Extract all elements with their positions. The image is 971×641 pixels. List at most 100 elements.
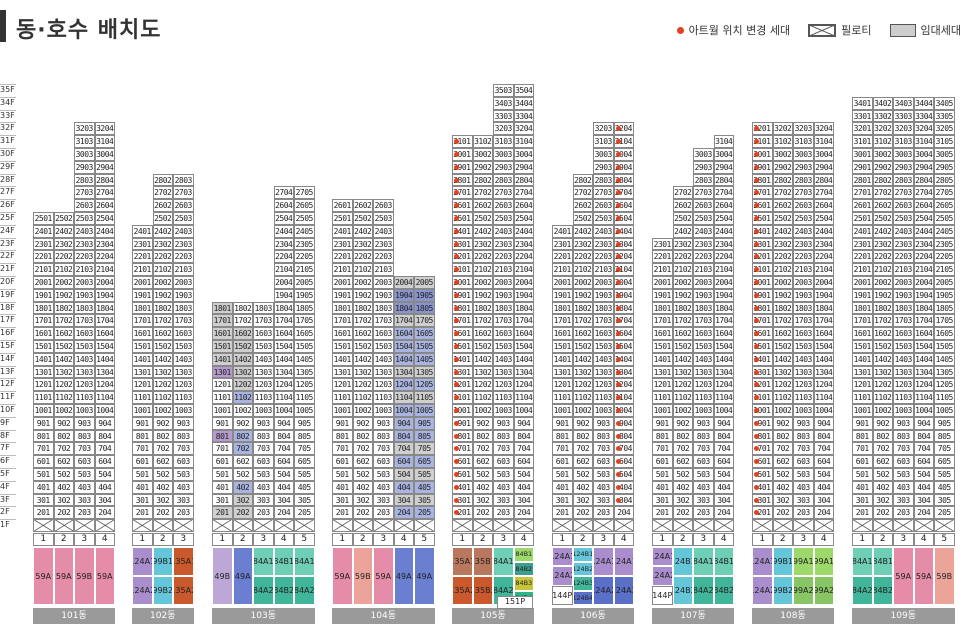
unit-cell[interactable]: 1904 [94,288,115,302]
unit-cell[interactable]: 2703 [893,186,914,200]
unit-cell[interactable]: 1205 [934,378,955,392]
unit-cell[interactable]: 703 [173,442,194,456]
unit-cell[interactable]: 2703 [793,186,814,200]
unit-cell[interactable]: 901 [552,416,573,430]
unit-cell[interactable]: 3303 [893,109,914,123]
unit-cell[interactable]: 204 [94,506,115,520]
unit-cell[interactable]: 3404 [513,96,534,110]
unit-cell[interactable]: 1504 [513,340,534,353]
unit-cell[interactable]: 2104 [713,263,734,276]
unit-cell[interactable]: 2403 [173,224,194,238]
unit-cell[interactable]: 2102 [152,263,173,276]
unit-cell[interactable]: 1703 [793,314,814,328]
unit-cell[interactable]: 1303 [173,365,194,379]
unit-cell[interactable]: 1705 [414,314,435,328]
unit-cell[interactable]: 504 [393,468,414,481]
unit-cell[interactable]: 2401 [33,224,54,238]
unit-cell[interactable]: 703 [493,442,514,456]
unit-cell[interactable]: 1905 [294,288,315,302]
unit-cell[interactable]: 2101 [132,263,153,276]
unit-cell[interactable]: 2604 [813,199,834,212]
unit-cell[interactable]: 2704 [613,186,634,200]
unit-cell[interactable]: 3002 [472,148,493,161]
unit-cell[interactable]: 701 [552,442,573,456]
unit-cell[interactable]: 1202 [53,378,74,392]
unit-cell[interactable]: 2803 [74,173,95,187]
unit-cell[interactable]: 2103 [173,263,194,276]
unit-cell[interactable]: 2804 [613,173,634,187]
unit-cell[interactable]: 501 [652,468,673,481]
unit-cell[interactable]: 905 [934,416,955,430]
unit-cell[interactable]: 1504 [813,340,834,353]
unit-cell[interactable]: 502 [232,468,253,481]
unit-cell[interactable]: 3104 [613,135,634,148]
unit-cell[interactable]: 3004 [813,148,834,161]
unit-cell[interactable]: 501 [752,468,773,481]
unit-cell[interactable]: 2403 [693,224,714,238]
unit-cell[interactable]: 1604 [813,327,834,340]
unit-cell[interactable]: 3405 [934,96,955,110]
unit-cell[interactable]: 1705 [934,314,955,328]
unit-cell[interactable]: 2102 [772,263,793,276]
unit-cell[interactable]: 301 [552,493,573,507]
unit-cell[interactable]: 1303 [893,365,914,379]
unit-cell[interactable]: 504 [613,468,634,481]
unit-cell[interactable]: 1604 [94,327,115,340]
unit-cell[interactable]: 1403 [373,352,394,366]
unit-cell[interactable]: 402 [472,480,493,494]
unit-cell[interactable]: 2804 [913,173,934,187]
unit-cell[interactable]: 2401 [452,224,473,238]
unit-cell[interactable]: 903 [693,416,714,430]
unit-cell[interactable]: 701 [332,442,353,456]
unit-cell[interactable]: 2005 [414,276,435,289]
unit-cell[interactable]: 1404 [713,352,734,366]
unit-cell[interactable]: 1704 [94,314,115,328]
unit-cell[interactable]: 2705 [934,186,955,200]
unit-cell[interactable]: 702 [872,442,893,456]
unit-cell[interactable]: 2705 [294,186,315,200]
unit-cell[interactable]: 2604 [94,199,115,212]
unit-cell[interactable]: 3001 [852,148,873,161]
unit-cell[interactable]: 901 [452,416,473,430]
unit-cell[interactable]: 2004 [713,276,734,289]
unit-cell[interactable]: 2402 [152,224,173,238]
unit-cell[interactable]: 703 [893,442,914,456]
unit-cell[interactable]: 2603 [173,199,194,212]
unit-cell[interactable]: 401 [332,480,353,494]
unit-cell[interactable]: 1403 [493,352,514,366]
unit-cell[interactable]: 1803 [693,301,714,315]
unit-cell[interactable]: 2704 [273,186,294,200]
unit-cell[interactable]: 2803 [493,173,514,187]
unit-cell[interactable]: 2401 [852,224,873,238]
unit-cell[interactable]: 1303 [253,365,274,379]
unit-cell[interactable]: 2204 [713,250,734,264]
unit-cell[interactable]: 404 [813,480,834,494]
unit-cell[interactable]: 401 [652,480,673,494]
unit-cell[interactable]: 2102 [53,263,74,276]
unit-cell[interactable]: 302 [53,493,74,507]
unit-cell[interactable]: 2205 [294,250,315,264]
unit-cell[interactable]: 1603 [493,327,514,340]
unit-cell[interactable]: 2103 [793,263,814,276]
unit-cell[interactable]: 1801 [452,301,473,315]
unit-cell[interactable]: 1801 [652,301,673,315]
unit-cell[interactable]: 2001 [132,276,153,289]
unit-cell[interactable]: 1204 [393,378,414,392]
unit-cell[interactable]: 604 [393,455,414,468]
unit-cell[interactable]: 3205 [934,122,955,136]
unit-cell[interactable]: 2401 [132,224,153,238]
unit-cell[interactable]: 503 [74,468,95,481]
unit-cell[interactable]: 1901 [452,288,473,302]
unit-cell[interactable]: 2902 [772,160,793,174]
unit-cell[interactable]: 903 [253,416,274,430]
unit-cell[interactable]: 2203 [373,250,394,264]
unit-cell[interactable]: 204 [513,506,534,520]
unit-cell[interactable]: 1201 [752,378,773,392]
unit-cell[interactable]: 1204 [813,378,834,392]
unit-cell[interactable]: 1101 [212,391,233,404]
unit-cell[interactable]: 1203 [593,378,614,392]
unit-cell[interactable]: 1803 [253,301,274,315]
unit-cell[interactable]: 2304 [913,237,934,251]
unit-cell[interactable]: 2602 [672,199,693,212]
unit-cell[interactable]: 2802 [772,173,793,187]
